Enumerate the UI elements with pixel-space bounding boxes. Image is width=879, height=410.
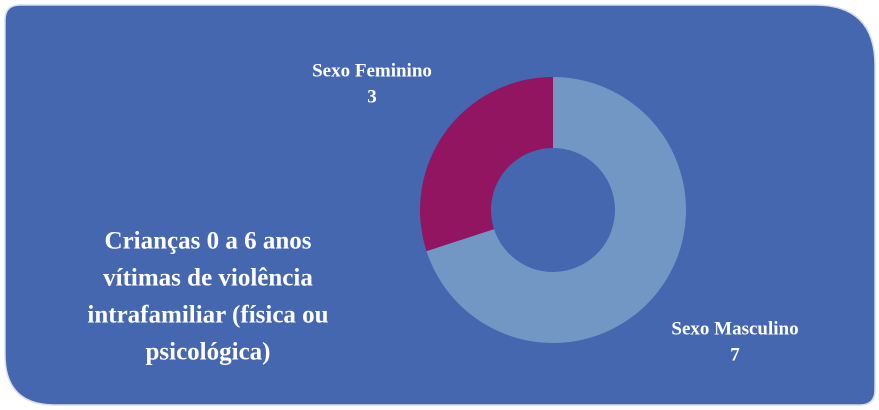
title-line: psicológica): [146, 339, 271, 366]
slice-value: 7: [730, 344, 740, 365]
chart-title: Crianças 0 a 6 anos vítimas de violência i…: [87, 228, 328, 366]
title-line: vítimas de violência: [103, 265, 313, 292]
title-line: intrafamiliar (física ou: [87, 302, 328, 329]
title-line: Crianças 0 a 6 anos: [105, 228, 312, 255]
slice-label: Sexo Masculino: [671, 318, 798, 339]
donut-slice: [426, 77, 686, 343]
slice-label: Sexo Feminino: [312, 60, 432, 81]
donut-slice: [420, 77, 553, 252]
slice-value: 3: [367, 86, 377, 107]
